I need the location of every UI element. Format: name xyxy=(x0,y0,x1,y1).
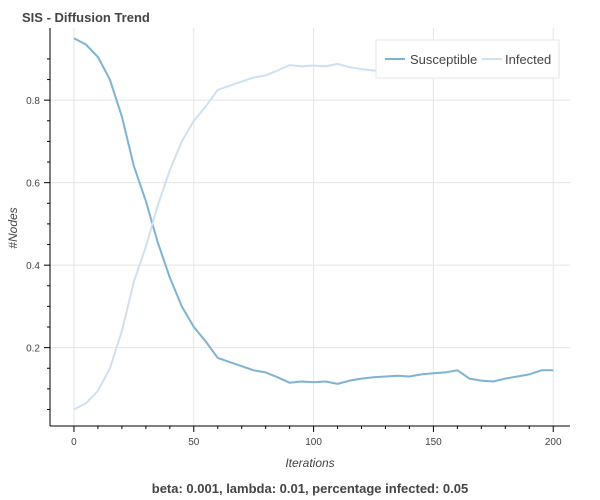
chart-caption: beta: 0.001, lambda: 0.01, percentage in… xyxy=(152,481,468,496)
series-line-susceptible[interactable] xyxy=(73,37,554,385)
legend-label-infected: Infected xyxy=(505,52,551,67)
x-tick-label: 50 xyxy=(188,437,200,448)
y-tick-label: 0.2 xyxy=(26,344,40,355)
y-tick-label: 0.4 xyxy=(26,261,40,272)
y-axis-label: #Nodes xyxy=(6,207,20,248)
legend-label-susceptible: Susceptible xyxy=(410,52,477,67)
chart-title: SIS - Diffusion Trend xyxy=(22,10,150,25)
legend-box xyxy=(375,39,560,79)
legend[interactable]: Susceptible Infected xyxy=(375,39,560,79)
plot-area xyxy=(50,28,570,426)
x-tick-label: 100 xyxy=(305,437,322,448)
axes: 0 50 100 150 200 0.2 0.4 0.6 0.8 xyxy=(26,28,570,448)
x-tick-label: 200 xyxy=(545,437,562,448)
grid xyxy=(50,28,570,426)
y-tick-label: 0.8 xyxy=(26,96,40,107)
x-tick-label: 150 xyxy=(425,437,442,448)
x-axis-label: Iterations xyxy=(285,456,334,470)
x-tick-label: 0 xyxy=(71,437,77,448)
y-tick-label: 0.6 xyxy=(26,179,40,190)
